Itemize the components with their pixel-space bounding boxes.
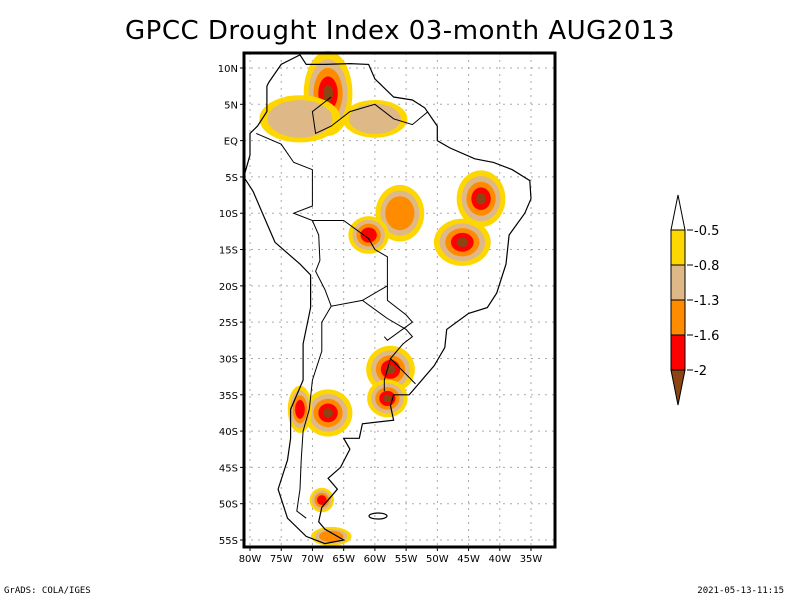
falkland-islands bbox=[368, 512, 388, 520]
map-frame bbox=[242, 51, 557, 549]
drought-level-4 bbox=[360, 227, 377, 243]
colorbar-swatch-above bbox=[670, 194, 686, 231]
drought-level-3 bbox=[385, 196, 415, 231]
longitude-axis: 80W 75W 70W 65W 60W 55W 50W 45W 40W 35W bbox=[239, 547, 543, 565]
drought-patch-bolivia-east bbox=[348, 216, 389, 254]
coastline bbox=[243, 54, 532, 545]
colorbar-swatch bbox=[670, 264, 686, 301]
lat-tick-label: 30S bbox=[219, 354, 238, 365]
colorbar-swatch bbox=[670, 229, 686, 266]
colorbar-label: -1.6 bbox=[694, 329, 719, 344]
lat-tick-label: 10S bbox=[219, 209, 238, 220]
drought-patch-guyana bbox=[342, 99, 408, 138]
drought-patch-chile-central bbox=[287, 385, 313, 433]
country-border bbox=[311, 96, 429, 135]
drought-level-2 bbox=[348, 103, 401, 134]
timestamp: 2021-05-13-11:15 bbox=[697, 586, 784, 596]
lat-tick-label: 25S bbox=[219, 318, 238, 329]
drought-level-5 bbox=[476, 193, 486, 205]
colorbar-label: -0.8 bbox=[694, 259, 719, 274]
lat-tick-label: 5N bbox=[224, 100, 238, 111]
drought-level-3 bbox=[319, 530, 344, 543]
colorbar-label: -0.5 bbox=[694, 224, 719, 239]
colorbar-legend: -0.5 -0.8 -1.3 -1.6 -2 bbox=[670, 194, 719, 406]
colorbar-swatch-below bbox=[670, 369, 686, 406]
graticule-grid bbox=[244, 53, 555, 547]
lon-tick-label: 55W bbox=[395, 554, 418, 565]
lon-tick-label: 50W bbox=[426, 554, 449, 565]
colorbar-label: -2 bbox=[694, 364, 707, 379]
coastline-borders bbox=[243, 54, 532, 545]
lon-tick-label: 60W bbox=[364, 554, 387, 565]
drought-level-4 bbox=[316, 495, 327, 505]
lon-tick-label: 75W bbox=[270, 554, 293, 565]
lat-tick-label: EQ bbox=[224, 137, 238, 148]
drought-patch-ne-brazil bbox=[456, 170, 506, 228]
lat-tick-label: 10N bbox=[218, 64, 238, 75]
drought-level-5 bbox=[383, 394, 392, 403]
lon-tick-label: 35W bbox=[520, 554, 543, 565]
lat-tick-label: 15S bbox=[219, 246, 238, 257]
lat-tick-label: 40S bbox=[219, 427, 238, 438]
drought-patch-goias bbox=[433, 218, 491, 266]
colorbar-swatch bbox=[670, 334, 686, 371]
colorbar-swatch bbox=[670, 299, 686, 336]
lon-tick-label: 40W bbox=[488, 554, 511, 565]
lat-tick-label: 5S bbox=[225, 173, 238, 184]
chart-title: GPCC Drought Index 03-month AUG2013 bbox=[125, 16, 675, 46]
grads-credit: GrADS: COLA/IGES bbox=[4, 586, 91, 596]
lon-tick-label: 65W bbox=[332, 554, 355, 565]
lon-tick-label: 70W bbox=[301, 554, 324, 565]
drought-level-4 bbox=[295, 399, 305, 419]
drought-patch-tierra-del-fuego bbox=[310, 526, 352, 546]
drought-patch-colombia-central bbox=[259, 95, 341, 143]
lat-tick-label: 35S bbox=[219, 391, 238, 402]
lat-tick-label: 50S bbox=[219, 500, 238, 511]
country-border bbox=[383, 285, 414, 341]
latitude-axis: 10N 5N EQ 5S 10S 15S 20S 25S 30S 35S 40S 45S 50S 55S bbox=[218, 64, 244, 547]
drought-shading bbox=[259, 50, 506, 546]
lon-tick-label: 45W bbox=[457, 554, 480, 565]
drought-patch-mato-grosso bbox=[375, 184, 425, 242]
drought-level-5 bbox=[323, 408, 333, 418]
lat-tick-label: 20S bbox=[219, 282, 238, 293]
drought-level-5 bbox=[456, 237, 468, 247]
drought-patch-buenos-aires bbox=[367, 379, 408, 418]
country-border bbox=[296, 305, 332, 519]
colorbar-label: -1.3 bbox=[694, 294, 719, 309]
country-border bbox=[256, 132, 388, 307]
drought-patch-argentina-central bbox=[303, 389, 353, 437]
lon-tick-label: 80W bbox=[239, 554, 262, 565]
lat-tick-label: 55S bbox=[219, 536, 238, 547]
country-border bbox=[383, 358, 391, 392]
lat-tick-label: 45S bbox=[219, 463, 238, 474]
drought-level-2 bbox=[267, 99, 333, 138]
